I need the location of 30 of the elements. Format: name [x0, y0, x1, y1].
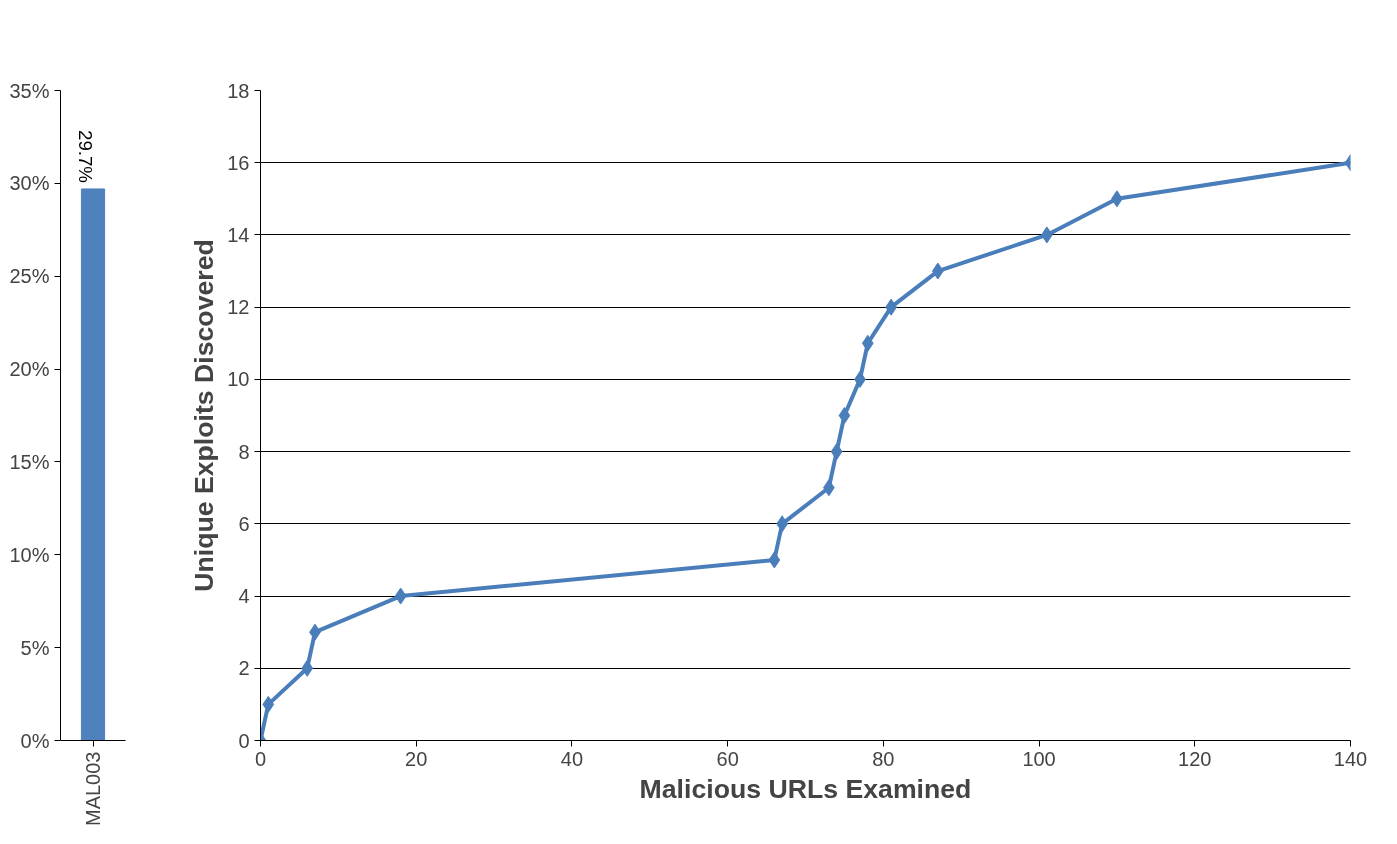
y-tick-label: 15%	[9, 450, 50, 473]
y-tick-label: 4	[238, 585, 250, 608]
y-tick-label: 6	[238, 512, 250, 535]
y-tick-label: 8	[238, 440, 250, 463]
y-tick-label: 16	[227, 151, 250, 174]
y-tick-label: 35%	[9, 79, 50, 102]
y-tick-label: 20%	[9, 358, 50, 381]
x-tick-label: 140	[1333, 747, 1368, 770]
y-tick-label: 14	[227, 223, 250, 246]
y-tick-label: 0%	[20, 729, 50, 752]
y-tick-label: 2	[238, 657, 250, 680]
y-tick-label: 25%	[9, 265, 50, 288]
x-tick-label: 80	[872, 747, 895, 770]
y-tick-label: 18	[227, 79, 250, 102]
x-tick-label: 120	[1178, 747, 1212, 770]
y-tick-label: 5%	[20, 636, 50, 659]
y-tick-label: 10%	[9, 543, 50, 566]
x-axis-title: Malicious URLs Examined	[639, 773, 972, 804]
x-tick-label: 0	[254, 747, 267, 770]
x-tick-label: MAL003	[82, 751, 104, 826]
x-tick-label: 60	[716, 747, 739, 770]
x-tick-label: 20	[405, 747, 428, 770]
y-tick-label: 30%	[9, 172, 50, 195]
y-tick-label: 12	[227, 296, 250, 319]
x-tick-label: 100	[1022, 747, 1056, 770]
y-tick-label: 0	[238, 729, 250, 752]
x-tick-label: 40	[560, 747, 584, 770]
data-label: 29.7%	[74, 130, 96, 183]
y-axis-title: Unique Exploits Discovered	[189, 239, 220, 592]
y-tick-label: 10	[227, 368, 250, 391]
